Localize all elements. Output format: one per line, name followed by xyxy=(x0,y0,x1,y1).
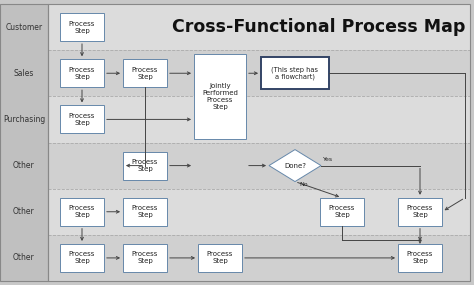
Text: Process
Step: Process Step xyxy=(132,251,158,264)
Bar xyxy=(123,59,167,87)
Text: Done?: Done? xyxy=(284,162,306,169)
Bar xyxy=(194,54,246,139)
Bar xyxy=(48,142,470,189)
Bar xyxy=(60,198,104,226)
Bar xyxy=(123,152,167,180)
Text: Process
Step: Process Step xyxy=(132,67,158,80)
Text: Sales: Sales xyxy=(14,69,34,78)
Bar xyxy=(398,198,442,226)
Bar xyxy=(48,50,470,96)
Bar xyxy=(123,244,167,272)
Text: Process
Step: Process Step xyxy=(69,113,95,126)
Text: Other: Other xyxy=(13,253,35,262)
Text: Process
Step: Process Step xyxy=(69,205,95,218)
Text: Process
Step: Process Step xyxy=(132,205,158,218)
Text: (This step has
a flowchart): (This step has a flowchart) xyxy=(272,66,319,80)
Polygon shape xyxy=(269,150,321,182)
Bar xyxy=(60,59,104,87)
Text: Other: Other xyxy=(13,207,35,216)
Text: Cross-Functional Process Map: Cross-Functional Process Map xyxy=(173,18,465,36)
Text: Process
Step: Process Step xyxy=(132,159,158,172)
Text: No: No xyxy=(299,182,308,187)
Bar xyxy=(48,4,470,281)
Text: Process
Step: Process Step xyxy=(207,251,233,264)
Text: Yes: Yes xyxy=(323,156,333,162)
Bar xyxy=(198,244,242,272)
Bar xyxy=(60,244,104,272)
Bar xyxy=(320,198,364,226)
Bar xyxy=(60,105,104,133)
Text: Process
Step: Process Step xyxy=(407,251,433,264)
Text: Purchasing: Purchasing xyxy=(3,115,45,124)
Bar xyxy=(261,57,329,89)
Bar xyxy=(398,244,442,272)
Bar xyxy=(48,235,470,281)
Bar xyxy=(48,96,470,142)
Text: Process
Step: Process Step xyxy=(329,205,355,218)
Bar xyxy=(123,198,167,226)
Text: Other: Other xyxy=(13,161,35,170)
Text: Process
Step: Process Step xyxy=(69,67,95,80)
Text: Process
Step: Process Step xyxy=(69,21,95,34)
Text: Jointly
Performed
Process
Step: Jointly Performed Process Step xyxy=(202,83,238,110)
Text: Customer: Customer xyxy=(5,23,43,32)
Text: Process
Step: Process Step xyxy=(407,205,433,218)
Bar xyxy=(48,4,470,50)
Text: Process
Step: Process Step xyxy=(69,251,95,264)
Bar xyxy=(48,189,470,235)
Bar xyxy=(60,13,104,41)
Bar xyxy=(0,4,48,281)
